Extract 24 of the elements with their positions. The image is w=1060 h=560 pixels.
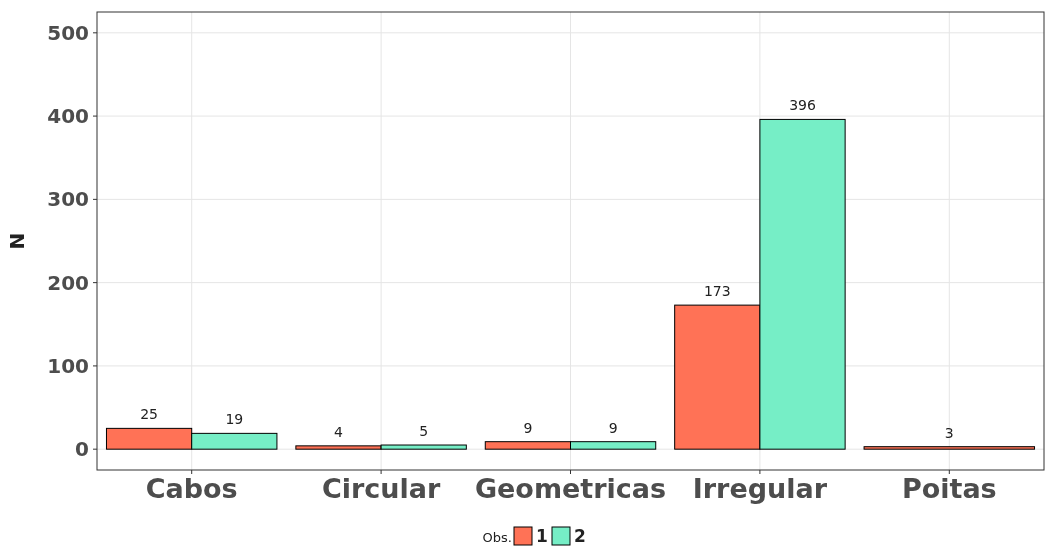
y-axis-title: N [5, 232, 29, 250]
x-tick-label: Poitas [901, 473, 997, 504]
x-tick-label: Circular [321, 473, 441, 504]
x-tick-label: Geometricas [474, 473, 667, 504]
data-label: 396 [789, 97, 816, 114]
y-tick-label: 200 [47, 270, 89, 295]
legend-label: 1 [536, 526, 548, 546]
legend-title: Obs. [482, 530, 512, 545]
data-label: 9 [608, 419, 618, 436]
y-tick-label: 100 [47, 353, 89, 378]
data-label: 173 [703, 283, 731, 300]
y-tick-label: 0 [75, 437, 89, 462]
x-tick-label: Irregular [692, 473, 828, 504]
y-tick-label: 400 [47, 104, 89, 129]
data-label: 19 [225, 411, 244, 428]
data-label: 3 [944, 424, 954, 441]
y-tick-label: 300 [47, 187, 89, 212]
y-tick-label: 500 [47, 20, 89, 45]
data-label: 5 [419, 423, 429, 440]
data-label: 9 [523, 419, 533, 436]
legend-label: 2 [574, 526, 586, 546]
x-tick-label: Cabos [145, 473, 238, 504]
data-label: 25 [140, 406, 158, 423]
data-label: 4 [334, 423, 344, 440]
